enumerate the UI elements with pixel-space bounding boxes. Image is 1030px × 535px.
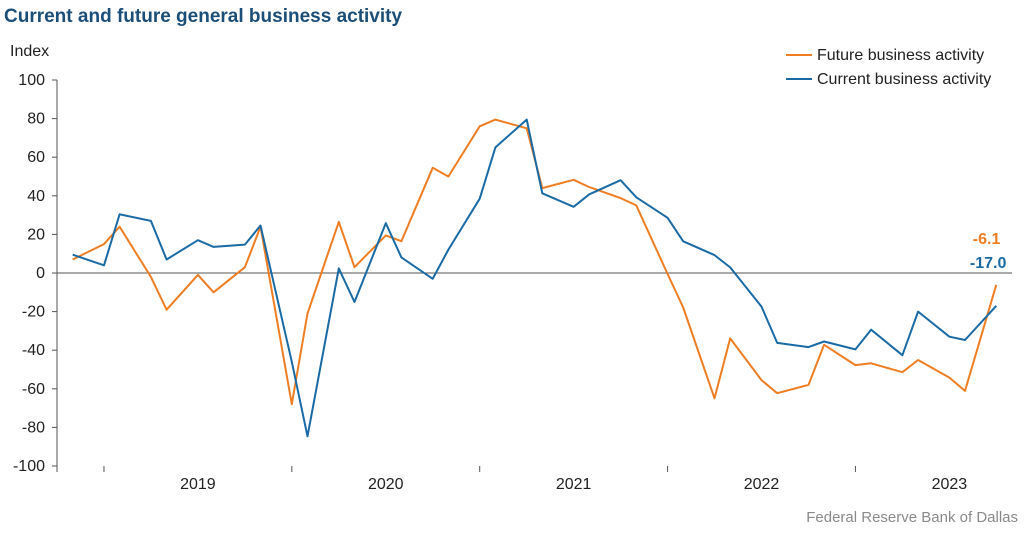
y-tick-label: 20 xyxy=(27,226,45,243)
x-tick-label: 2020 xyxy=(368,476,404,493)
legend-label: Future business activity xyxy=(817,47,984,64)
future-end-label: -6.1 xyxy=(973,231,1001,248)
x-tick-label: 2021 xyxy=(556,476,592,493)
y-tick-label: 60 xyxy=(27,149,45,166)
y-tick-label: -80 xyxy=(22,419,45,436)
current-end-label: -17.0 xyxy=(970,255,1007,272)
chart-title: Current and future general business acti… xyxy=(4,6,403,27)
source-note: Federal Reserve Bank of Dallas xyxy=(806,509,1018,526)
y-tick-label: -100 xyxy=(13,458,45,475)
future-business-activity-line xyxy=(72,118,998,406)
y-tick-label: 0 xyxy=(36,265,45,282)
y-tick-label: 100 xyxy=(18,72,45,89)
y-tick-label: -20 xyxy=(22,304,45,321)
x-tick-label: 2019 xyxy=(180,476,216,493)
x-tick-label: 2022 xyxy=(744,476,780,493)
y-axis-label: Index xyxy=(10,43,49,60)
x-tick-label: 2023 xyxy=(932,476,968,493)
y-tick-label: 80 xyxy=(27,111,45,128)
y-tick-label: -40 xyxy=(22,342,45,359)
current-business-activity-line xyxy=(72,118,998,438)
y-tick-label: 40 xyxy=(27,188,45,205)
y-tick-label: -60 xyxy=(22,381,45,398)
legend-label: Current business activity xyxy=(817,71,991,88)
